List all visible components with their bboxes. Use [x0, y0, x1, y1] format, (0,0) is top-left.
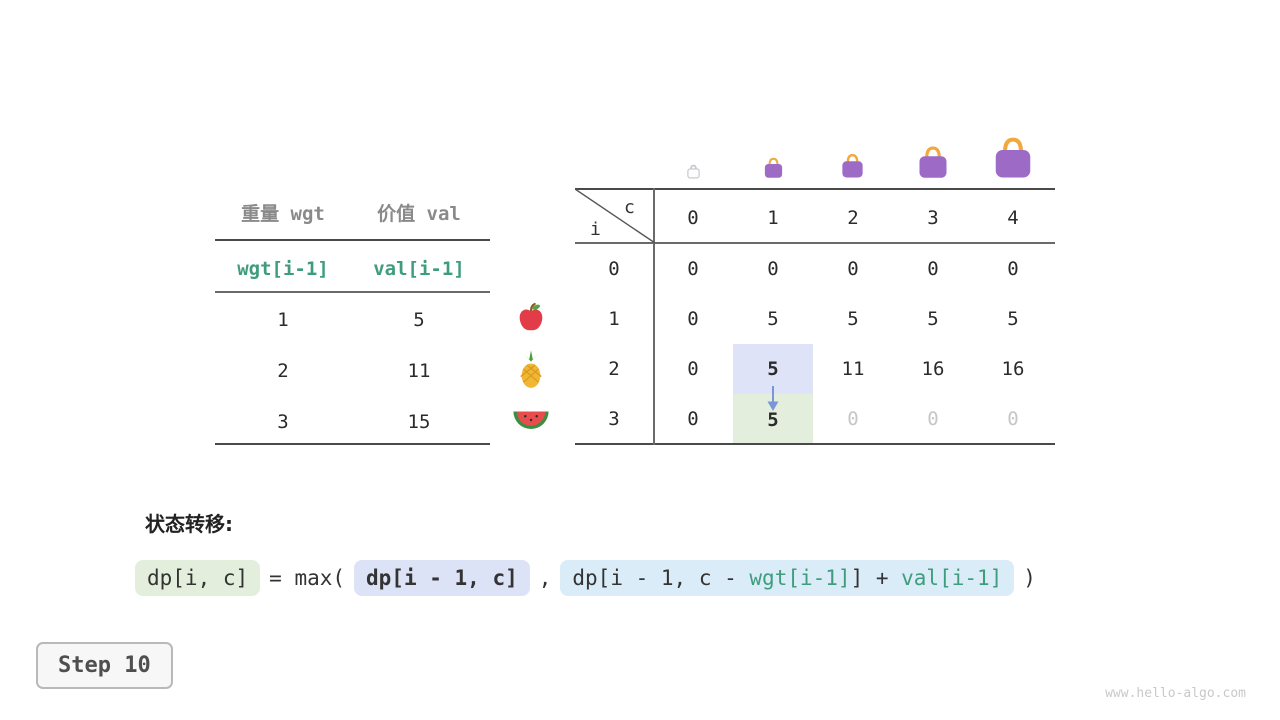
- dp-cell-3-4: 0: [1007, 408, 1019, 430]
- capacity-0-bag-icon: [686, 164, 701, 183]
- dp-col-header-0: 0: [687, 207, 699, 229]
- dp-cell-0-0: 0: [687, 258, 699, 280]
- dp-cell-1-4: 5: [1007, 308, 1019, 330]
- formula-arg2-chip: dp[i - 1, c - wgt[i-1]] + val[i-1]: [560, 560, 1015, 596]
- watermark: www.hello-algo.com: [1105, 686, 1246, 701]
- pineapple-icon: [516, 350, 546, 394]
- formula-comma: ,: [538, 566, 552, 590]
- item-row-2-wgt: 2: [277, 360, 289, 382]
- dp-table-bottom-rule: [575, 443, 1055, 445]
- dp-cell-1-0: 0: [687, 308, 699, 330]
- formula-eq-max: = max(: [269, 566, 346, 590]
- dp-corner-diagonal: [575, 189, 655, 243]
- dp-cell-0-3: 0: [927, 258, 939, 280]
- transition-arrow-icon: [767, 386, 779, 411]
- dp-col-header-4: 4: [1007, 207, 1019, 229]
- dp-cell-1-2: 5: [847, 308, 859, 330]
- item-row-3-val: 15: [407, 411, 431, 433]
- dp-cell-0-2: 0: [847, 258, 859, 280]
- dp-cell-highlight-blue: 5: [733, 344, 813, 394]
- dp-col-header-3: 3: [927, 207, 939, 229]
- dp-row-header-2: 2: [608, 358, 620, 380]
- transition-label: 状态转移:: [145, 512, 233, 536]
- formula-arg1-chip: dp[i - 1, c]: [354, 560, 530, 596]
- items-table-bottom-rule: [215, 443, 490, 445]
- dp-cell-2-2: 11: [841, 358, 865, 380]
- dp-cell-2-4: 16: [1001, 358, 1025, 380]
- dp-table-vertical-rule: [653, 188, 655, 445]
- dp-row-header-3: 3: [608, 408, 620, 430]
- step-indicator: Step 10: [36, 642, 173, 689]
- dp-cell-0-1: 0: [767, 258, 779, 280]
- item-row-3-wgt: 3: [277, 411, 289, 433]
- dp-row-header-1: 1: [608, 308, 620, 330]
- dp-cell-1-3: 5: [927, 308, 939, 330]
- capacity-3-bag-icon: [915, 145, 951, 184]
- dp-cell-0-4: 0: [1007, 258, 1019, 280]
- dp-table-top-rule: [575, 188, 1055, 190]
- item-row-1-wgt: 1: [277, 309, 289, 331]
- formula-arg2-val: val[i-1]: [901, 566, 1003, 590]
- dp-cell-2-0: 0: [687, 358, 699, 380]
- dp-row-header-0: 0: [608, 258, 620, 280]
- items-formula-wgt: wgt[i-1]: [237, 258, 329, 280]
- dp-col-header-2: 2: [847, 207, 859, 229]
- dp-cell-3-3: 0: [927, 408, 939, 430]
- item-row-1-val: 5: [413, 309, 425, 331]
- dp-cell-1-1: 5: [767, 308, 779, 330]
- dp-col-header-1: 1: [767, 207, 779, 229]
- dp-table-header-rule: [575, 242, 1055, 244]
- items-table-header-rule: [215, 239, 490, 241]
- items-col-header-wgt: 重量 wgt: [241, 203, 325, 225]
- dp-cell-3-2: 0: [847, 408, 859, 430]
- formula-arg2-prefix: dp[i - 1, c -: [572, 566, 750, 590]
- items-formula-val: val[i-1]: [373, 258, 465, 280]
- formula-lhs-chip: dp[i, c]: [135, 560, 261, 596]
- dp-cell-3-0: 0: [687, 408, 699, 430]
- dp-cell-2-3: 16: [921, 358, 945, 380]
- dp-corner-row-label: i: [590, 219, 601, 240]
- formula-closing-paren: ): [1023, 566, 1036, 590]
- items-col-header-val: 价值 val: [377, 203, 461, 225]
- capacity-4-bag-icon: [990, 136, 1036, 184]
- capacity-1-bag-icon: [762, 157, 785, 183]
- apple-icon: [516, 302, 546, 338]
- transition-formula: dp[i, c] = max( dp[i - 1, c] , dp[i - 1,…: [135, 560, 1036, 596]
- formula-arg2-mid: ] +: [850, 566, 902, 590]
- item-row-2-val: 11: [407, 360, 431, 382]
- formula-arg2-wgt: wgt[i-1]: [749, 566, 851, 590]
- capacity-2-bag-icon: [839, 153, 866, 183]
- items-table-mid-rule: [215, 291, 490, 293]
- watermelon-icon: [512, 408, 550, 436]
- dp-corner-col-label: c: [624, 197, 635, 218]
